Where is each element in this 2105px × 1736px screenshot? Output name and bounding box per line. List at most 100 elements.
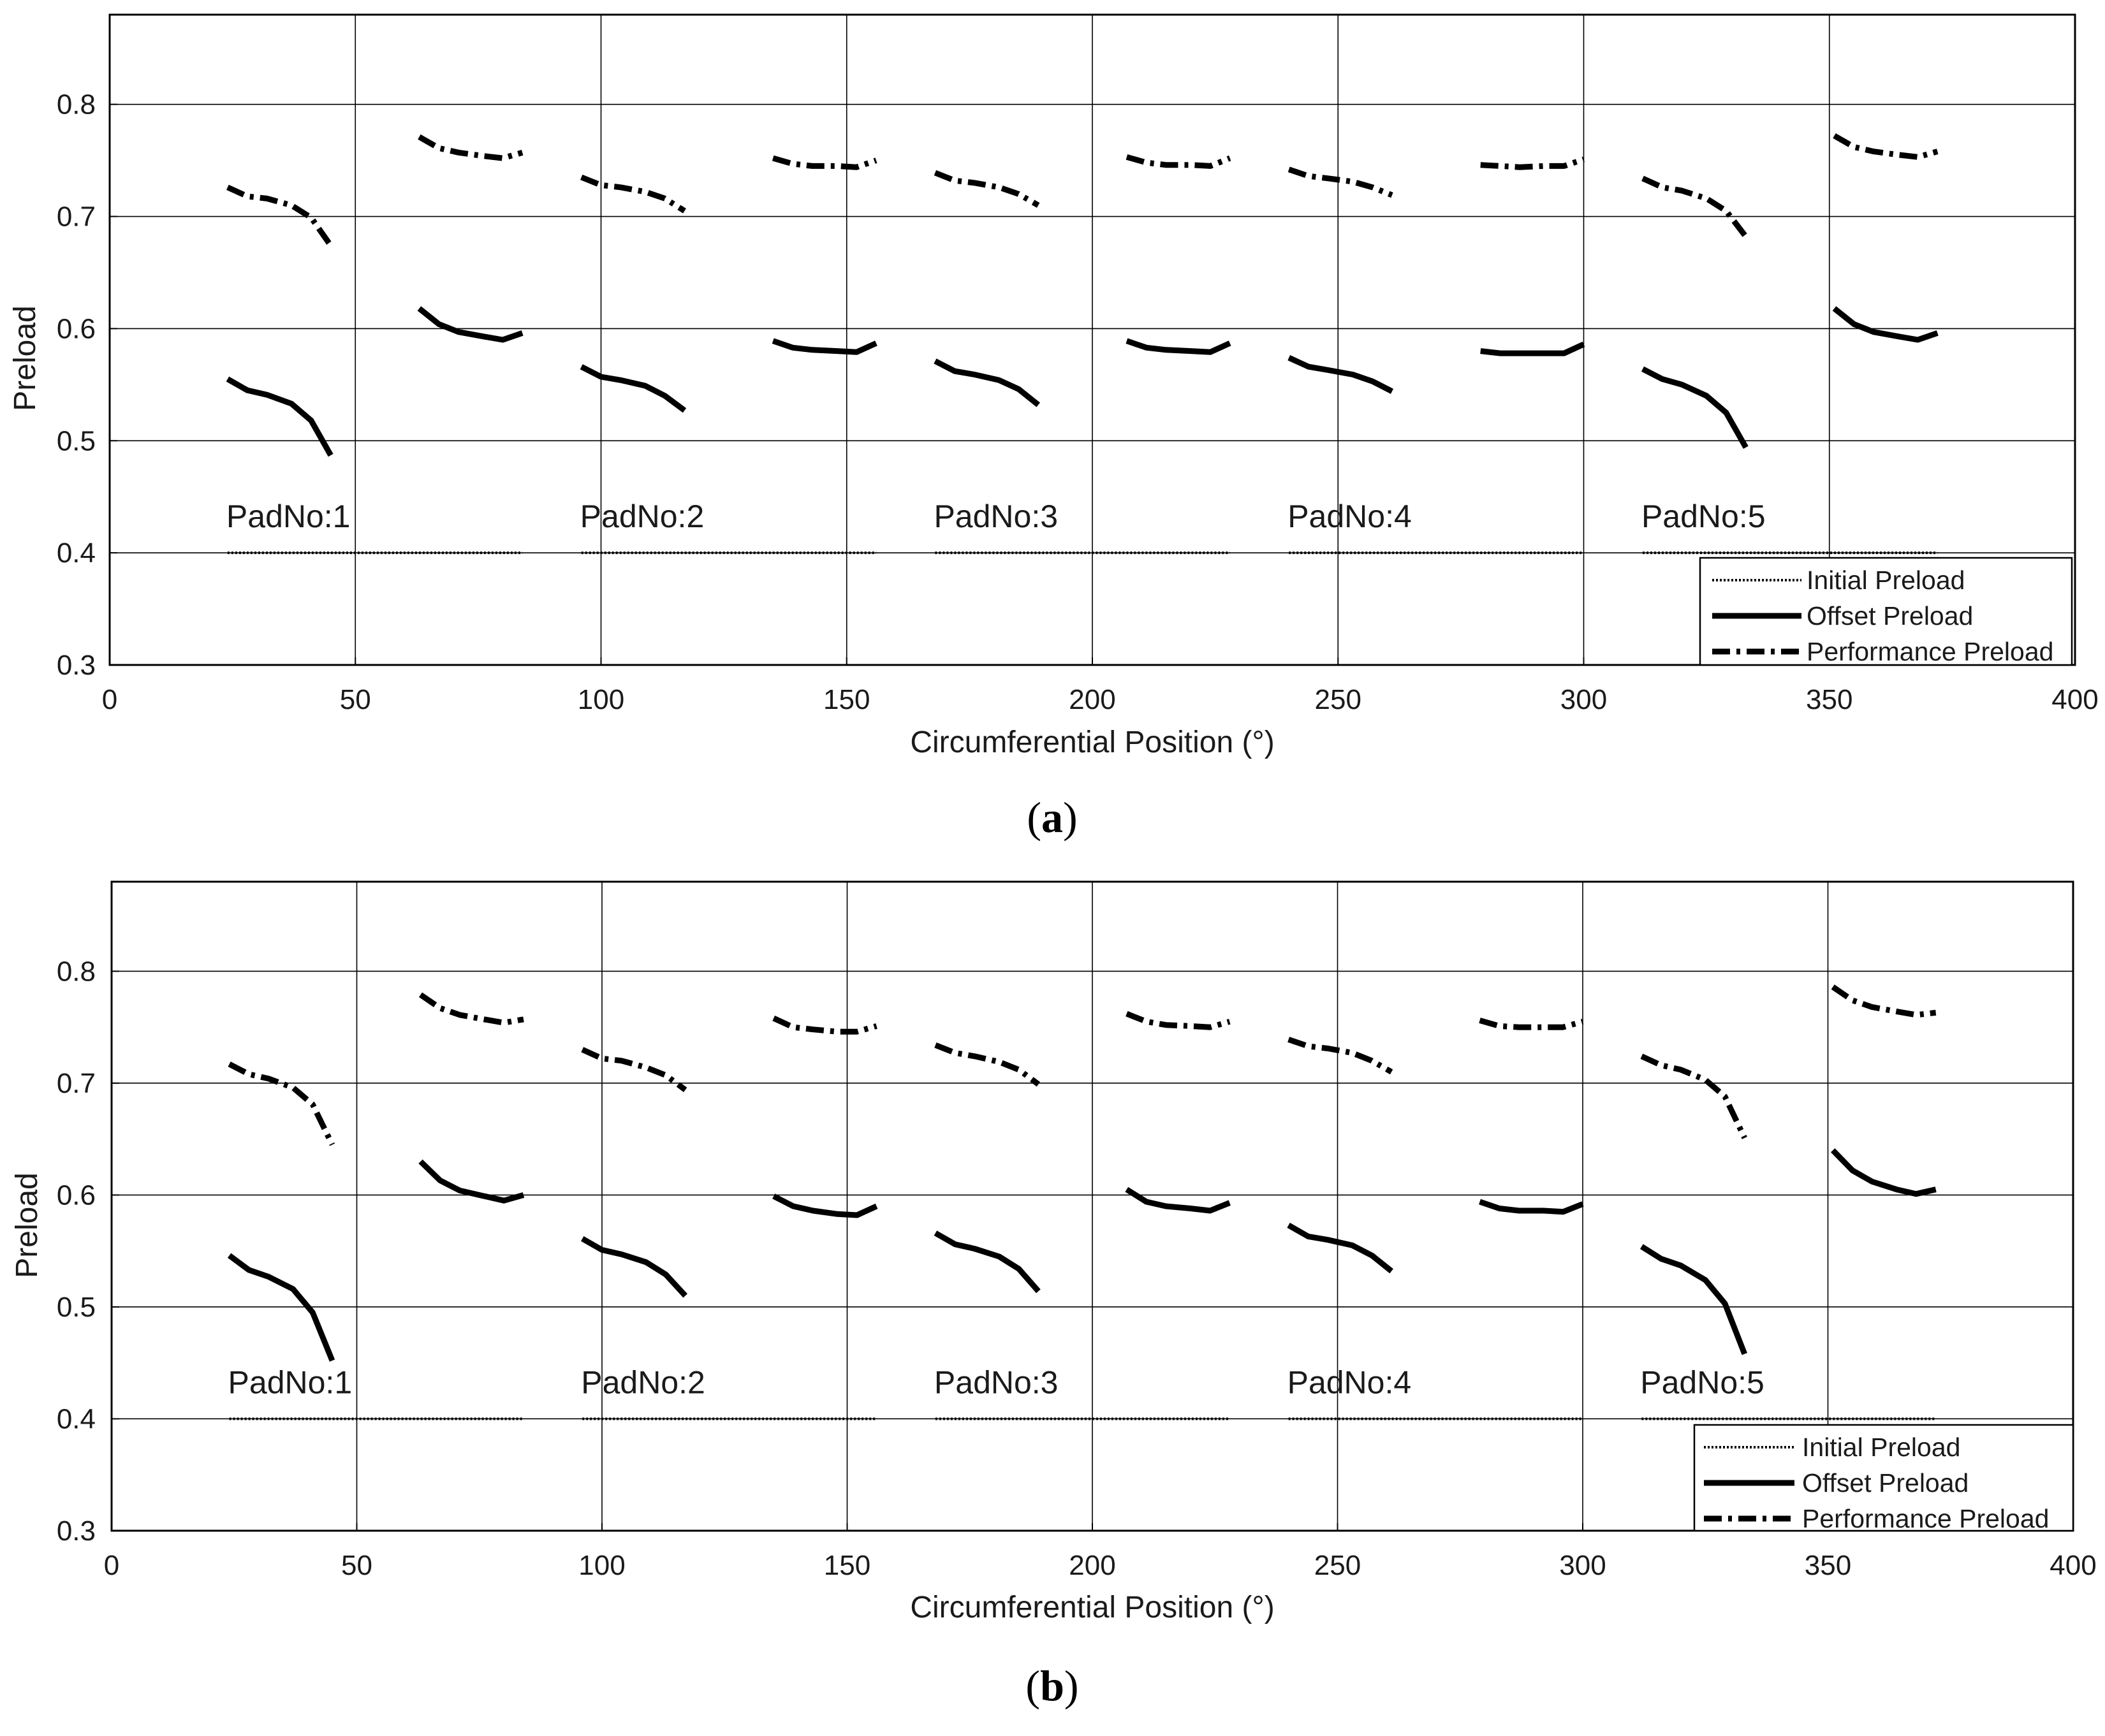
panel-b-offset-preload-pad-2-segment	[1287, 1222, 1393, 1274]
panel-a-offset-preload-pad-2-segment	[417, 306, 524, 343]
panel-b-x-tick-label: 200	[1069, 1550, 1115, 1581]
panel-b-x-tick-label: 250	[1314, 1550, 1361, 1581]
panel-a-chart: 0 50 100 150 200 250 300 350 400 0.3 0.4 0.5 0.6 0.7…	[8, 13, 2099, 842]
panel-b-offset-preload-pad-1-segment	[1125, 1186, 1231, 1214]
panel-a-caption: (a)	[1027, 793, 1077, 842]
panel-b-pad-label: PadNo:4	[1287, 1365, 1412, 1401]
panel-a-x-axis-label: Circumferential Position (°)	[910, 726, 1274, 759]
panel-b-legend-box	[1693, 1424, 2074, 1532]
panel-b-legend-initial-label: Initial Preload	[1802, 1433, 1960, 1462]
panel-a-x-tick-label: 400	[2051, 684, 2098, 715]
panel-a-y-tick-label: 0.6	[57, 313, 96, 344]
panel-a-legend: Initial Preload Offset Preload Performan…	[1699, 557, 2073, 666]
panel-a-x-tick-label: 0	[102, 684, 117, 715]
panel-a-x-tick-label: 100	[578, 684, 624, 715]
panel-b-performance-preload-pad-1-segment	[1126, 1010, 1231, 1030]
panel-a-y-tick-label: 0.4	[57, 537, 96, 569]
panel-b-x-tick-label: 400	[2050, 1550, 2096, 1581]
panel-a-x-tick-label: 50	[340, 684, 371, 715]
panel-b-x-tick-label: 150	[824, 1550, 870, 1581]
panel-b-pad-label: PadNo:3	[934, 1365, 1059, 1401]
panel-a-offset-preload-pad-5-segment	[1832, 306, 1939, 343]
panel-b-y-tick-label: 0.4	[57, 1403, 96, 1434]
panel-b-x-tick-label: 100	[578, 1550, 625, 1581]
panel-a-performance-preload-pad-2-segment	[1287, 166, 1393, 198]
panel-b-y-tick-label: 0.8	[57, 956, 96, 987]
panel-a-legend-offset-label: Offset Preload	[1807, 601, 1973, 631]
panel-b-pad-label: PadNo:1	[228, 1365, 353, 1401]
panel-b-legend-performance-label: Performance Preload	[1802, 1504, 2049, 1533]
panel-b-offset-preload-pad-2-segment	[418, 1159, 525, 1204]
panel-a-offset-preload-pad-5-segment	[934, 358, 1041, 407]
panel-a-offset-preload-pad-3-segment	[1480, 341, 1585, 356]
panel-b-offset-preload-pad-3-segment	[1479, 1199, 1584, 1215]
panel-b-chart: 0 50 100 150 200 250 300 350 400 0.3 0.4 0.5 0.6 0.7…	[10, 880, 2097, 1710]
panel-a-pad-label: PadNo:4	[1287, 499, 1412, 534]
panel-b-legend-offset-label: Offset Preload	[1802, 1468, 1969, 1498]
panel-a-offset-preload-pad-3-segment	[580, 364, 687, 413]
panel-b-offset-preload-pad-1-segment	[227, 1253, 335, 1362]
panel-a-performance-preload-pad-1-segment	[1126, 154, 1231, 169]
panel-b-x-tick-label: 50	[341, 1550, 372, 1581]
panel-a-performance-preload-pad-1-segment	[226, 184, 334, 247]
panel-b-x-tick-label: 0	[104, 1550, 119, 1581]
panel-b-y-tick-label: 0.3	[57, 1515, 96, 1547]
panel-b-y-tick-label: 0.7	[57, 1068, 96, 1099]
panel-a-y-axis-label: Preload	[8, 305, 42, 411]
panel-a-offset-preload-pad-4-segment	[772, 338, 877, 355]
panel-a-legend-performance-label: Performance Preload	[1807, 637, 2053, 666]
panel-b-offset-preload-pad-3-segment	[580, 1236, 688, 1298]
panel-b-offset-preload-pad-4-segment	[772, 1193, 878, 1218]
panel-b-series	[227, 984, 1937, 1420]
panel-a-performance-preload-pad-3-segment	[1480, 156, 1585, 170]
panel-b-x-tick-label: 350	[1805, 1550, 1851, 1581]
panel-a-performance-preload-pad-4-segment	[772, 155, 877, 170]
panel-a-y-tick-label: 0.3	[57, 650, 96, 681]
panel-a-offset-preload-pad-1-segment	[226, 376, 334, 457]
panel-a-y-tick-label: 0.8	[57, 89, 96, 120]
panel-a-x-tick-label: 150	[823, 684, 870, 715]
panel-b-y-axis-label: Preload	[10, 1172, 44, 1278]
panel-a-performance-preload-pad-5-segment	[934, 170, 1040, 208]
panel-a-series	[226, 133, 1939, 555]
panel-b-pad-labels: PadNo:1 PadNo:2 PadNo:3 PadNo:4 PadNo:5	[228, 1365, 1764, 1401]
panel-a-pad-label: PadNo:3	[934, 499, 1058, 534]
panel-a-pad-label: PadNo:1	[226, 499, 351, 534]
panel-a-offset-preload-pad-1-segment	[1126, 338, 1231, 355]
panel-a-x-tick-label: 350	[1806, 684, 1852, 715]
panel-b-performance-preload-pad-5-segment	[934, 1042, 1041, 1087]
panel-a-x-tick-label: 200	[1069, 684, 1115, 715]
panel-a-x-tick-label: 250	[1315, 684, 1361, 715]
panel-a-y-ticks: 0.3 0.4 0.5 0.6 0.7 0.8	[57, 89, 117, 681]
panel-b-legend: Initial Preload Offset Preload Performan…	[1693, 1424, 2074, 1533]
panel-b-x-ticks: 0 50 100 150 200 250 300 350 400	[104, 1523, 2097, 1581]
panel-b-x-axis-label: Circumferential Position (°)	[910, 1591, 1274, 1624]
panel-b-y-tick-label: 0.6	[57, 1179, 96, 1211]
panel-b-pad-label: PadNo:5	[1640, 1365, 1764, 1401]
panel-a-legend-initial-label: Initial Preload	[1807, 565, 1965, 595]
panel-b-performance-preload-pad-3-segment	[1479, 1018, 1584, 1030]
panel-b-offset-preload-pad-5-segment	[934, 1230, 1041, 1294]
panel-b-offset-preload-pad-4-segment	[1639, 1244, 1747, 1355]
panel-b-y-ticks: 0.3 0.4 0.5 0.6 0.7 0.8	[57, 956, 119, 1547]
panel-b-y-tick-label: 0.5	[57, 1292, 96, 1323]
panel-a-y-tick-label: 0.5	[57, 425, 96, 456]
panel-b-x-tick-label: 300	[1559, 1550, 1606, 1581]
panel-a-legend-box	[1699, 557, 2073, 666]
panel-a-pad-labels: PadNo:1 PadNo:2 PadNo:3 PadNo:4 PadNo:5	[226, 499, 1766, 534]
panel-a-performance-preload-pad-4-segment	[1641, 175, 1749, 238]
panel-a-pad-label: PadNo:2	[580, 499, 705, 534]
panel-b-offset-preload-pad-5-segment	[1830, 1148, 1937, 1197]
panel-a-offset-preload-pad-4-segment	[1641, 366, 1749, 449]
panel-a-pad-label: PadNo:5	[1641, 499, 1766, 534]
panel-a-y-tick-label: 0.7	[57, 201, 96, 233]
panel-a-x-ticks: 0 50 100 150 200 250 300 350 400	[102, 657, 2099, 715]
panel-a-x-tick-label: 300	[1560, 684, 1607, 715]
panel-b-performance-preload-pad-2-segment	[1287, 1037, 1393, 1075]
panel-a-performance-preload-pad-3-segment	[580, 174, 686, 214]
panel-b-caption: (b)	[1025, 1661, 1078, 1710]
panel-a-offset-preload-pad-2-segment	[1287, 355, 1394, 394]
panel-b-pad-label: PadNo:2	[581, 1365, 705, 1401]
panel-a-grid	[110, 15, 2075, 665]
